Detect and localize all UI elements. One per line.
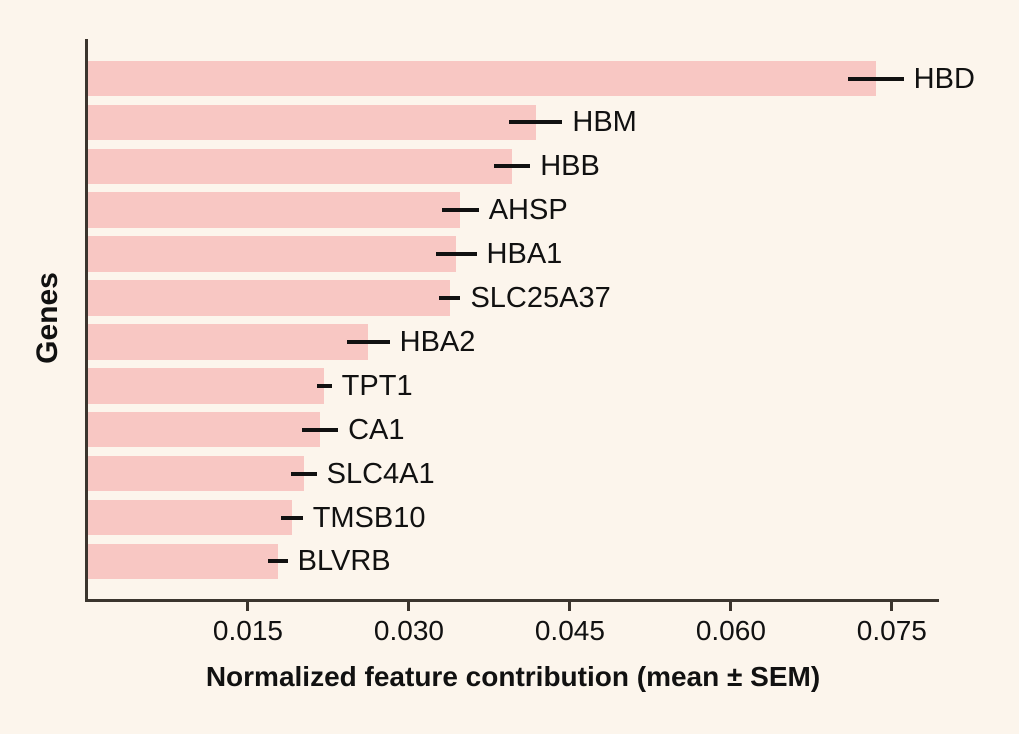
bar-label-blvrb: BLVRB bbox=[297, 545, 391, 578]
x-tick-mark bbox=[890, 601, 894, 611]
error-bar-hbb bbox=[493, 164, 531, 169]
bar-label-hba2: HBA2 bbox=[399, 325, 476, 358]
error-bar-hba2 bbox=[346, 339, 390, 344]
y-axis-line bbox=[85, 39, 88, 602]
bar-label-ca1: CA1 bbox=[348, 413, 405, 446]
bar-label-slc25a37: SLC25A37 bbox=[470, 282, 611, 314]
x-tick-mark bbox=[729, 601, 733, 611]
bar-label-hbb: HBB bbox=[540, 150, 600, 183]
bar-label-hba1: HBA1 bbox=[486, 238, 563, 271]
x-tick-label: 0.015 bbox=[212, 615, 283, 646]
x-axis-line bbox=[85, 599, 939, 602]
error-bar-hbd bbox=[847, 76, 904, 81]
bar-hba2 bbox=[87, 324, 369, 360]
bar-label-tpt1: TPT1 bbox=[341, 369, 413, 402]
error-bar-slc4a1 bbox=[290, 471, 317, 476]
error-bar-ahsp bbox=[442, 208, 479, 213]
error-bar-hbm bbox=[508, 120, 563, 125]
x-tick-mark bbox=[568, 601, 572, 611]
x-axis-title: Normalized feature contribution (mean ± … bbox=[205, 661, 821, 692]
x-tick-label: 0.060 bbox=[695, 615, 766, 646]
bar-label-ahsp: AHSP bbox=[488, 194, 568, 227]
bar-blvrb bbox=[87, 543, 279, 580]
error-bar-blvrb bbox=[268, 559, 288, 564]
bar-tmsb10 bbox=[87, 499, 292, 536]
error-bar-tpt1 bbox=[316, 383, 332, 388]
bar-hbd bbox=[87, 60, 876, 97]
x-tick-label: 0.030 bbox=[373, 615, 444, 646]
bar-hba1 bbox=[87, 236, 457, 272]
bar-label-tmsb10: TMSB10 bbox=[312, 501, 426, 534]
x-tick-mark bbox=[246, 601, 250, 611]
bar-slc4a1 bbox=[87, 455, 304, 492]
bar-label-slc4a1: SLC4A1 bbox=[326, 457, 435, 490]
x-tick-mark bbox=[407, 601, 411, 611]
error-bar-tmsb10 bbox=[281, 515, 303, 520]
error-bar-hba1 bbox=[435, 252, 477, 257]
error-bar-ca1 bbox=[301, 427, 339, 432]
bar-hbb bbox=[87, 148, 512, 185]
bar-label-hbd: HBD bbox=[913, 62, 975, 95]
bar-ahsp bbox=[87, 192, 461, 228]
bar-hbm bbox=[87, 104, 536, 141]
x-tick-label: 0.075 bbox=[856, 615, 927, 646]
bar-ca1 bbox=[87, 411, 320, 448]
x-tick-label: 0.045 bbox=[534, 615, 605, 646]
error-bar-slc25a37 bbox=[438, 296, 461, 300]
y-axis-title: Genes bbox=[31, 272, 64, 364]
bar-label-hbm: HBM bbox=[572, 106, 637, 139]
bar-tpt1 bbox=[87, 368, 325, 404]
bar-slc25a37 bbox=[87, 280, 450, 316]
